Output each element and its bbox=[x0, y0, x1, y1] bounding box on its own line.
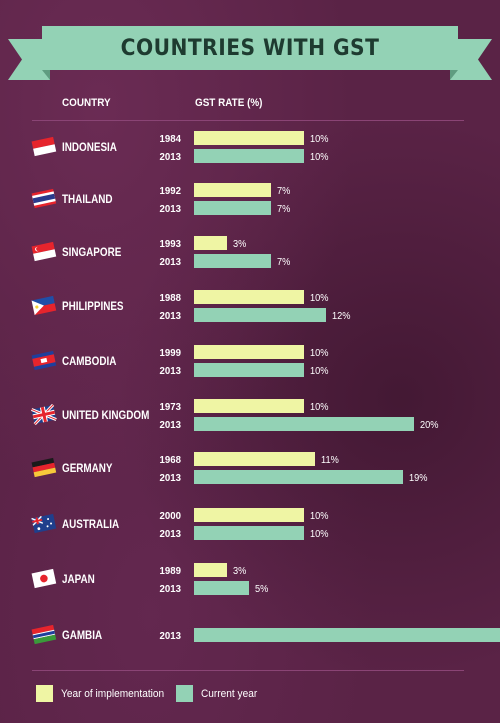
germany-flag-icon bbox=[31, 457, 57, 478]
indonesia-current-year-label: 2013 bbox=[160, 152, 182, 163]
japan-country-label: JAPAN bbox=[62, 573, 95, 586]
singapore-flag-icon bbox=[31, 241, 57, 262]
united-kingdom-current-value-label: 20% bbox=[420, 420, 439, 432]
united-kingdom-current-bar bbox=[194, 417, 414, 431]
indonesia-implementation-year-label: 1984 bbox=[160, 134, 182, 145]
germany-current-year-label: 2013 bbox=[160, 473, 182, 484]
japan-flag-icon bbox=[31, 568, 57, 589]
japan-implementation-bar bbox=[194, 563, 227, 577]
japan-implementation-year-label: 1989 bbox=[160, 566, 182, 577]
united-kingdom-country-label: UNITED KINGDOM bbox=[62, 409, 149, 422]
australia-implementation-value-label: 10% bbox=[310, 511, 329, 523]
australia-implementation-year-label: 2000 bbox=[160, 511, 182, 522]
united-kingdom-implementation-bar bbox=[194, 399, 304, 413]
thailand-flag-icon bbox=[31, 188, 57, 209]
banner-right-tail bbox=[450, 39, 492, 80]
cambodia-current-bar bbox=[194, 363, 304, 377]
cambodia-implementation-year-label: 1999 bbox=[160, 348, 182, 359]
legend-current: Current year bbox=[176, 685, 262, 702]
banner-left-fold bbox=[42, 70, 50, 80]
philippines-country-label: PHILIPPINES bbox=[62, 300, 124, 313]
germany-implementation-value-label: 11% bbox=[321, 455, 339, 467]
united-kingdom-flag-icon bbox=[31, 403, 57, 426]
thailand-current-value-label: 7% bbox=[277, 204, 291, 216]
philippines-implementation-year-label: 1988 bbox=[160, 293, 182, 304]
japan-current-year-label: 2013 bbox=[160, 584, 182, 595]
philippines-current-value-label: 12% bbox=[332, 311, 351, 323]
gambia-flag-icon bbox=[31, 624, 57, 645]
indonesia-country-label: INDONESIA bbox=[62, 141, 117, 154]
australia-current-year-label: 2013 bbox=[160, 529, 182, 540]
philippines-current-bar bbox=[194, 308, 326, 322]
thailand-current-bar bbox=[194, 201, 271, 215]
singapore-current-bar bbox=[194, 254, 271, 268]
banner-ribbon bbox=[42, 26, 458, 70]
singapore-country-label: SINGAPORE bbox=[62, 246, 121, 259]
indonesia-current-value-label: 10% bbox=[310, 152, 329, 164]
legend-current-label: Current year bbox=[201, 687, 258, 700]
thailand-implementation-value-label: 7% bbox=[277, 186, 291, 198]
indonesia-implementation-bar bbox=[194, 131, 304, 145]
australia-current-bar bbox=[194, 526, 304, 540]
philippines-current-year-label: 2013 bbox=[160, 311, 182, 322]
japan-current-bar bbox=[194, 581, 249, 595]
legend-implementation-swatch bbox=[36, 685, 53, 702]
banner-right-fold bbox=[450, 70, 458, 80]
banner-left-tail bbox=[8, 39, 50, 80]
singapore-implementation-value-label: 3% bbox=[233, 239, 247, 251]
page-title: COUNTRIES WITH GST bbox=[120, 35, 380, 61]
country-column-header: COUNTRY bbox=[62, 97, 111, 109]
japan-current-value-label: 5% bbox=[255, 584, 269, 596]
thailand-implementation-year-label: 1992 bbox=[160, 186, 182, 197]
gambia-current-year-label: 2013 bbox=[160, 631, 182, 642]
cambodia-current-value-label: 10% bbox=[310, 366, 329, 378]
united-kingdom-implementation-year-label: 1973 bbox=[160, 402, 182, 413]
australia-current-value-label: 10% bbox=[310, 529, 329, 541]
legend-implementation-label: Year of implementation bbox=[61, 687, 165, 700]
united-kingdom-current-year-label: 2013 bbox=[160, 420, 182, 431]
gambia-current-bar bbox=[194, 628, 500, 642]
germany-implementation-bar bbox=[194, 452, 315, 466]
philippines-flag-icon bbox=[31, 295, 57, 316]
indonesia-flag-icon bbox=[31, 136, 57, 157]
title-banner bbox=[8, 26, 492, 80]
cambodia-implementation-value-label: 10% bbox=[310, 348, 329, 360]
united-kingdom-implementation-value-label: 10% bbox=[310, 402, 329, 414]
singapore-implementation-bar bbox=[194, 236, 227, 250]
legend-current-swatch bbox=[176, 685, 193, 702]
germany-current-bar bbox=[194, 470, 403, 484]
indonesia-current-bar bbox=[194, 149, 304, 163]
thailand-current-year-label: 2013 bbox=[160, 204, 182, 215]
legend-implementation: Year of implementation bbox=[36, 685, 173, 702]
japan-implementation-value-label: 3% bbox=[233, 566, 247, 578]
singapore-implementation-year-label: 1993 bbox=[160, 239, 182, 250]
philippines-implementation-bar bbox=[194, 290, 304, 304]
cambodia-implementation-bar bbox=[194, 345, 304, 359]
australia-flag-icon bbox=[31, 513, 57, 534]
cambodia-country-label: CAMBODIA bbox=[62, 355, 117, 368]
philippines-implementation-value-label: 10% bbox=[310, 293, 329, 305]
rate-column-header: GST RATE (%) bbox=[195, 97, 263, 109]
gambia-country-label: GAMBIA bbox=[62, 629, 102, 642]
singapore-current-value-label: 7% bbox=[277, 257, 291, 269]
germany-implementation-year-label: 1968 bbox=[160, 455, 182, 466]
australia-implementation-bar bbox=[194, 508, 304, 522]
germany-current-value-label: 19% bbox=[409, 473, 428, 485]
thailand-implementation-bar bbox=[194, 183, 271, 197]
cambodia-current-year-label: 2013 bbox=[160, 366, 182, 377]
australia-country-label: AUSTRALIA bbox=[62, 518, 119, 531]
footer-divider bbox=[32, 670, 464, 671]
singapore-current-year-label: 2013 bbox=[160, 257, 182, 268]
germany-country-label: GERMANY bbox=[62, 462, 113, 475]
header-divider bbox=[32, 120, 464, 121]
indonesia-implementation-value-label: 10% bbox=[310, 134, 329, 146]
thailand-country-label: THAILAND bbox=[62, 193, 113, 206]
cambodia-flag-icon bbox=[31, 350, 57, 371]
